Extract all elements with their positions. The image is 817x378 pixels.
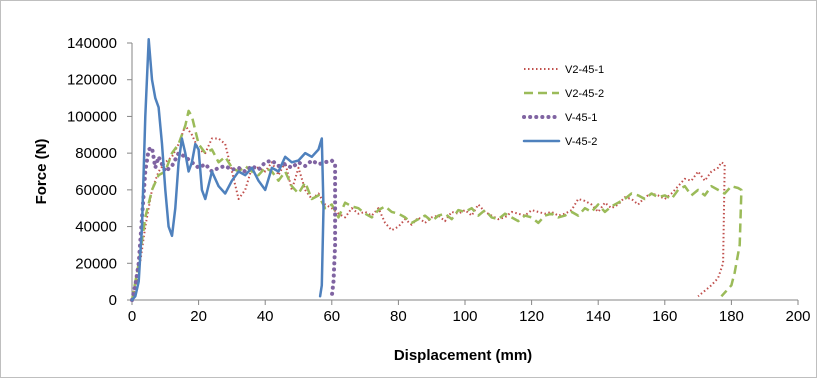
x-tick-label: 100: [452, 308, 477, 325]
x-tick-label: 180: [719, 308, 744, 325]
legend: V2-45-1 V2-45-2 V-45-1 V-45-2: [522, 64, 604, 148]
y-tick-label: 0: [109, 292, 117, 309]
x-tick-label: 200: [785, 308, 810, 325]
x-tick-label: 120: [519, 308, 544, 325]
x-tick-label: 40: [257, 308, 274, 325]
y-tick-label: 80000: [75, 145, 117, 162]
series-line-V-45-2: [130, 38, 325, 302]
y-tick-label: 60000: [75, 182, 117, 199]
series-lines: [130, 38, 743, 302]
x-tick-label: 0: [128, 308, 136, 325]
legend-label: V-45-1: [565, 112, 597, 124]
x-tick-label: 80: [390, 308, 407, 325]
y-tick-label: 100000: [67, 108, 117, 125]
y-tick-label: 140000: [67, 35, 117, 52]
x-tick-label: 140: [586, 308, 611, 325]
x-tick-label: 60: [323, 308, 340, 325]
x-tick-label: 160: [652, 308, 677, 325]
y-tick-label: 40000: [75, 219, 117, 236]
series-line-V-45-1: [130, 145, 338, 302]
y-tick-label: 20000: [75, 255, 117, 272]
legend-label: V-45-2: [565, 136, 597, 148]
series-line-V2-45-2: [130, 109, 743, 301]
legend-label: V2-45-1: [565, 64, 604, 76]
x-axis-title: Displacement (mm): [394, 347, 532, 364]
y-tick-label: 120000: [67, 72, 117, 89]
series-line-V2-45-1: [131, 124, 726, 301]
y-axis-title: Force (N): [33, 139, 50, 205]
tick-labels: 0 20 40 60 80 100 120 140 160 180 200 0 20000 40000 60…: [67, 35, 811, 325]
x-tick-label: 20: [190, 308, 207, 325]
legend-label: V2-45-2: [565, 88, 604, 100]
